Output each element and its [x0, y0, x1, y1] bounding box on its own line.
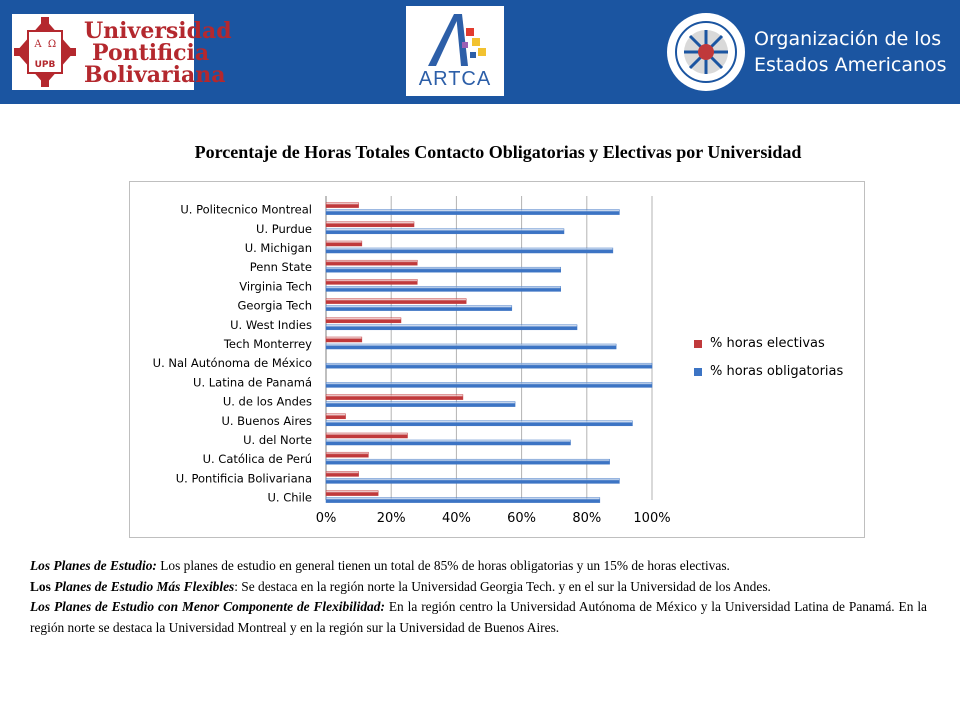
paragraph-2-body: : Se destaca en la región norte la Unive…: [234, 578, 771, 594]
bar-obligatorias: [325, 439, 571, 446]
paragraph-3: Los Planes de Estudio con Menor Componen…: [30, 597, 927, 638]
bar-obligatorias: [325, 401, 516, 407]
y-tick-label: Georgia Tech: [237, 299, 312, 313]
bar-obligatorias: [325, 266, 561, 273]
y-tick-label: U. Nal Autónoma de México: [153, 356, 312, 370]
oea-logo-text: Organización de los Estados Americanos: [754, 26, 947, 78]
x-tick-label: 40%: [442, 511, 471, 526]
bar-electivas: [325, 471, 359, 477]
bar-electivas: [325, 413, 346, 420]
bar-electivas: [325, 202, 359, 208]
legend-swatch-electivas: [694, 340, 702, 348]
x-tick-label: 80%: [572, 511, 601, 526]
y-tick-label: U. del Norte: [243, 433, 312, 447]
x-tick-label: 60%: [507, 511, 536, 526]
bar-electivas: [325, 279, 418, 285]
header-banner: A Ω UPB Universidad Pontificia Bolivaria…: [0, 0, 960, 104]
oea-line-2: Estados Americanos: [754, 54, 947, 76]
artca-logo-text: ARTCA: [418, 68, 492, 90]
bar-obligatorias: [325, 343, 617, 350]
bar-obligatorias: [325, 382, 653, 388]
chart-area: 0% 20% 40% 60% 80% 100% U. Politecnico Montrea…: [129, 181, 865, 538]
paragraph-1-body: Los planes de estudio en general tienen …: [156, 558, 730, 573]
crest-upb: UPB: [35, 60, 56, 70]
crest-alpha: A: [33, 39, 42, 50]
chart-title: Porcentaje de Horas Totales Contacto Obl…: [194, 142, 802, 162]
legend-label-obligatorias: % horas obligatorias: [710, 364, 844, 379]
upb-line-1: Universidad: [84, 18, 232, 44]
paragraph-2-lead-prefix: Los: [30, 578, 55, 594]
bar-obligatorias: [325, 286, 561, 292]
y-tick-label: U. Pontificia Bolivariana: [176, 471, 312, 485]
bar-obligatorias: [325, 362, 653, 369]
paragraph-2: Los Planes de Estudio Más Flexibles: Se …: [30, 577, 927, 598]
bar-electivas: [325, 259, 418, 266]
y-tick-label: Tech Monterrey: [223, 337, 312, 351]
y-tick-label: U. Michigan: [245, 241, 312, 255]
x-tick-label: 100%: [633, 511, 670, 526]
artca-mark-icon: [428, 14, 486, 66]
y-tick-label: U. West Indies: [230, 318, 312, 332]
upb-line-2: Pontificia: [92, 40, 210, 66]
bar-obligatorias: [325, 247, 614, 254]
bar-obligatorias: [325, 478, 620, 484]
y-tick-label: U. Buenos Aires: [221, 414, 312, 428]
upb-line-3: Bolivariana: [84, 62, 226, 88]
y-tick-label: U. Purdue: [256, 222, 312, 236]
bar-electivas: [325, 394, 464, 400]
bar-obligatorias: [325, 209, 620, 215]
y-tick-label: U. Católica de Perú: [203, 452, 312, 466]
paragraph-1: Los Planes de Estudio: Los planes de est…: [30, 556, 927, 577]
crest-omega: Ω: [48, 39, 56, 50]
oea-seal-icon: [667, 13, 745, 91]
paragraph-3-body: En la región centro la Universidad Autón…: [30, 599, 927, 635]
y-tick-label: Virginia Tech: [239, 279, 312, 293]
bar-electivas: [325, 317, 402, 324]
bar-electivas: [325, 336, 363, 343]
paragraph-1-lead: Los Planes de Estudio:: [30, 558, 157, 573]
legend-swatch-obligatorias: [694, 368, 702, 376]
bar-obligatorias: [325, 420, 633, 427]
bar-electivas: [325, 221, 415, 228]
bar-obligatorias: [325, 228, 565, 235]
bar-electivas: [325, 432, 408, 439]
bar-electivas: [325, 490, 379, 496]
legend-label-electivas: % horas electivas: [710, 336, 825, 351]
bar-obligatorias: [325, 458, 610, 465]
bar-electivas: [325, 451, 369, 458]
bar-electivas: [325, 298, 467, 304]
artca-logo: ARTCA: [406, 6, 504, 96]
paragraph-3-lead: Los Planes de Estudio con Menor Componen…: [30, 599, 385, 614]
y-tick-label: U. de los Andes: [223, 395, 312, 409]
bar-electivas: [325, 240, 363, 247]
x-tick-label: 0%: [316, 511, 337, 526]
x-tick-label: 20%: [377, 511, 406, 526]
description-text: Los Planes de Estudio: Los planes de est…: [30, 556, 927, 638]
paragraph-2-lead: Planes de Estudio Más Flexibles: [54, 578, 235, 594]
upb-logo-text: Universidad Pontificia Bolivariana: [84, 20, 232, 86]
upb-crest-icon: A Ω UPB: [14, 17, 76, 87]
y-tick-label: U. Chile: [267, 491, 312, 505]
bar-obligatorias: [325, 497, 601, 503]
y-tick-label: U. Latina de Panamá: [193, 375, 312, 389]
oea-line-1: Organización de los: [754, 28, 942, 50]
upb-logo: A Ω UPB Universidad Pontificia Bolivaria…: [12, 14, 232, 90]
y-tick-label: U. Politecnico Montreal: [180, 203, 312, 217]
bar-obligatorias: [325, 324, 578, 331]
y-tick-label: Penn State: [250, 260, 312, 274]
bar-chart: 0% 20% 40% 60% 80% 100% U. Politecnico Montrea…: [153, 196, 671, 526]
bar-obligatorias: [325, 305, 513, 311]
